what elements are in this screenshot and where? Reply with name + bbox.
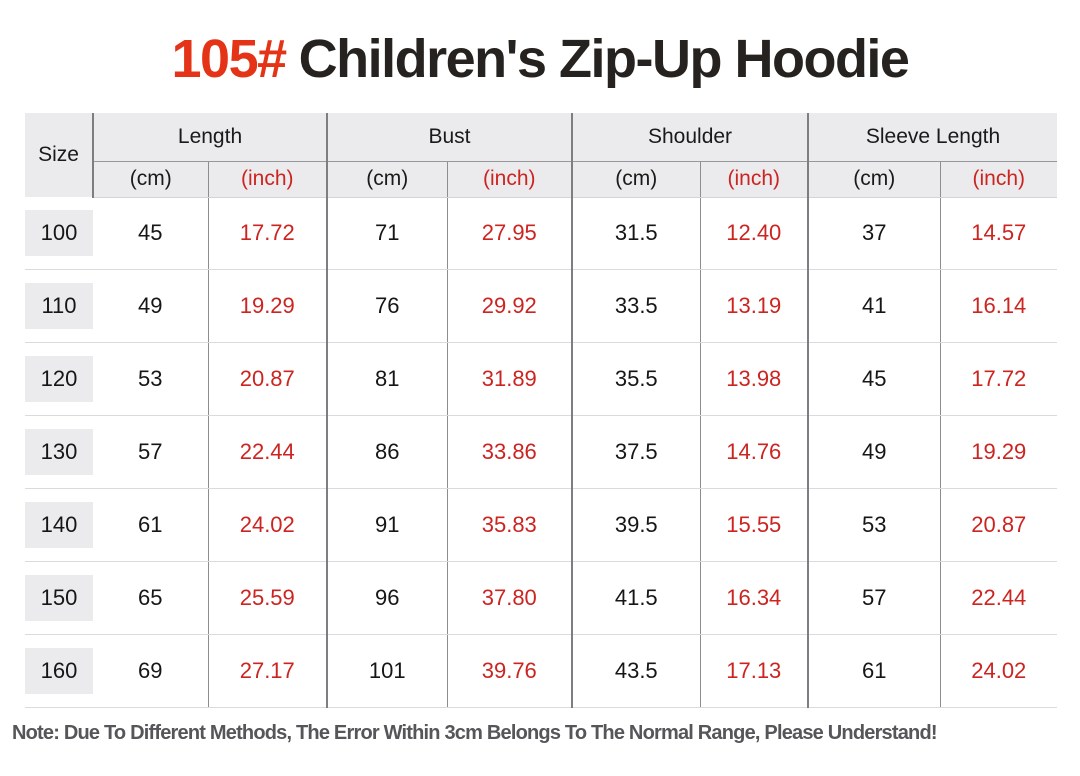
value-sleeve-inch: 24.02 (939, 634, 1058, 708)
value-bust-inch: 37.80 (446, 561, 573, 635)
value-sleeve-cm: 53 (807, 488, 941, 562)
value-bust-inch: 35.83 (446, 488, 573, 562)
table-row-size-140: 140 61 24.02 91 35.83 39.5 15.55 53 20.8… (25, 488, 1058, 562)
size-label: 110 (25, 283, 93, 329)
value-length-cm: 69 (93, 634, 208, 708)
size-label: 160 (25, 648, 93, 694)
unit-header-bust-cm: (cm) (326, 161, 448, 198)
value-shoulder-inch: 16.34 (699, 561, 809, 635)
table-row-size-160: 160 69 27.17 101 39.76 43.5 17.13 61 24.… (25, 634, 1058, 708)
size-column-header: Size (25, 113, 93, 197)
size-cell: 120 (25, 342, 93, 416)
size-cell: 160 (25, 634, 93, 708)
value-bust-cm: 96 (326, 561, 448, 635)
unit-header-length-inch: (inch) (207, 161, 328, 198)
size-cell: 100 (25, 197, 93, 270)
value-length-cm: 45 (93, 197, 208, 270)
value-sleeve-cm: 41 (807, 269, 941, 343)
value-shoulder-cm: 41.5 (571, 561, 701, 635)
value-bust-cm: 101 (326, 634, 448, 708)
value-sleeve-inch: 19.29 (939, 415, 1058, 489)
value-length-inch: 20.87 (207, 342, 328, 416)
value-length-cm: 57 (93, 415, 208, 489)
unit-header-shoulder-inch: (inch) (699, 161, 809, 198)
value-bust-inch: 33.86 (446, 415, 573, 489)
value-sleeve-cm: 61 (807, 634, 941, 708)
group-header-length: Length (91, 113, 328, 162)
value-bust-inch: 39.76 (446, 634, 573, 708)
unit-header-sleeve-inch: (inch) (939, 161, 1058, 198)
table-row-size-150: 150 65 25.59 96 37.80 41.5 16.34 57 22.4… (25, 561, 1058, 635)
value-shoulder-cm: 37.5 (571, 415, 701, 489)
value-length-inch: 25.59 (207, 561, 328, 635)
size-cell: 130 (25, 415, 93, 489)
product-name: Children's Zip-Up Hoodie (298, 29, 910, 89)
value-shoulder-inch: 13.19 (699, 269, 809, 343)
size-cell: 110 (25, 269, 93, 343)
value-sleeve-inch: 22.44 (939, 561, 1058, 635)
unit-header-bust-inch: (inch) (446, 161, 573, 198)
group-header-shoulder: Shoulder (571, 113, 809, 162)
group-header-sleeve-length: Sleeve Length (807, 113, 1058, 162)
value-shoulder-inch: 12.40 (699, 197, 809, 270)
value-shoulder-inch: 15.55 (699, 488, 809, 562)
unit-header-sleeve-cm: (cm) (807, 161, 941, 198)
value-length-cm: 61 (93, 488, 208, 562)
value-sleeve-inch: 14.57 (939, 197, 1058, 270)
value-sleeve-inch: 17.72 (939, 342, 1058, 416)
product-code: 105# (171, 29, 288, 89)
value-sleeve-cm: 37 (807, 197, 941, 270)
value-shoulder-inch: 13.98 (699, 342, 809, 416)
value-sleeve-cm: 57 (807, 561, 941, 635)
value-bust-inch: 27.95 (446, 197, 573, 270)
value-shoulder-cm: 43.5 (571, 634, 701, 708)
size-label: 150 (25, 575, 93, 621)
value-bust-cm: 86 (326, 415, 448, 489)
value-shoulder-inch: 17.13 (699, 634, 809, 708)
value-shoulder-cm: 35.5 (571, 342, 701, 416)
value-bust-inch: 31.89 (446, 342, 573, 416)
note-text: Note: Due To Different Methods, The Erro… (12, 722, 938, 744)
value-length-cm: 49 (93, 269, 208, 343)
page-title: 105# Children's Zip-Up Hoodie (0, 28, 1080, 90)
size-cell: 150 (25, 561, 93, 635)
value-shoulder-cm: 31.5 (571, 197, 701, 270)
value-length-inch: 24.02 (207, 488, 328, 562)
value-length-cm: 65 (93, 561, 208, 635)
size-cell: 140 (25, 488, 93, 562)
value-bust-cm: 91 (326, 488, 448, 562)
value-sleeve-cm: 45 (807, 342, 941, 416)
value-bust-cm: 71 (326, 197, 448, 270)
value-bust-cm: 76 (326, 269, 448, 343)
value-shoulder-cm: 39.5 (571, 488, 701, 562)
value-length-inch: 22.44 (207, 415, 328, 489)
value-length-inch: 17.72 (207, 197, 328, 270)
group-header-bust: Bust (326, 113, 573, 162)
value-sleeve-cm: 49 (807, 415, 941, 489)
unit-header-shoulder-cm: (cm) (571, 161, 701, 198)
size-label: 130 (25, 429, 93, 475)
header-row-groups: Size Length Bust Shoulder Sleeve Length (25, 113, 1058, 197)
size-label: 140 (25, 502, 93, 548)
value-bust-inch: 29.92 (446, 269, 573, 343)
value-shoulder-cm: 33.5 (571, 269, 701, 343)
table-row-size-130: 130 57 22.44 86 33.86 37.5 14.76 49 19.2… (25, 415, 1058, 489)
size-label: 100 (25, 210, 93, 256)
table-row-size-120: 120 53 20.87 81 31.89 35.5 13.98 45 17.7… (25, 342, 1058, 416)
header-row-units: (cm) (inch) (cm) (inch) (cm) (inch) (cm)… (25, 161, 1058, 198)
value-bust-cm: 81 (326, 342, 448, 416)
value-length-inch: 27.17 (207, 634, 328, 708)
table-row-size-100: 100 45 17.72 71 27.95 31.5 12.40 37 14.5… (25, 197, 1058, 270)
value-length-inch: 19.29 (207, 269, 328, 343)
unit-header-length-cm: (cm) (92, 161, 208, 198)
value-shoulder-inch: 14.76 (699, 415, 809, 489)
table-row-size-110: 110 49 19.29 76 29.92 33.5 13.19 41 16.1… (25, 269, 1058, 343)
size-label: 120 (25, 356, 93, 402)
value-length-cm: 53 (93, 342, 208, 416)
value-sleeve-inch: 20.87 (939, 488, 1058, 562)
value-sleeve-inch: 16.14 (939, 269, 1058, 343)
size-table: Size Length Bust Shoulder Sleeve Length … (25, 113, 1058, 708)
